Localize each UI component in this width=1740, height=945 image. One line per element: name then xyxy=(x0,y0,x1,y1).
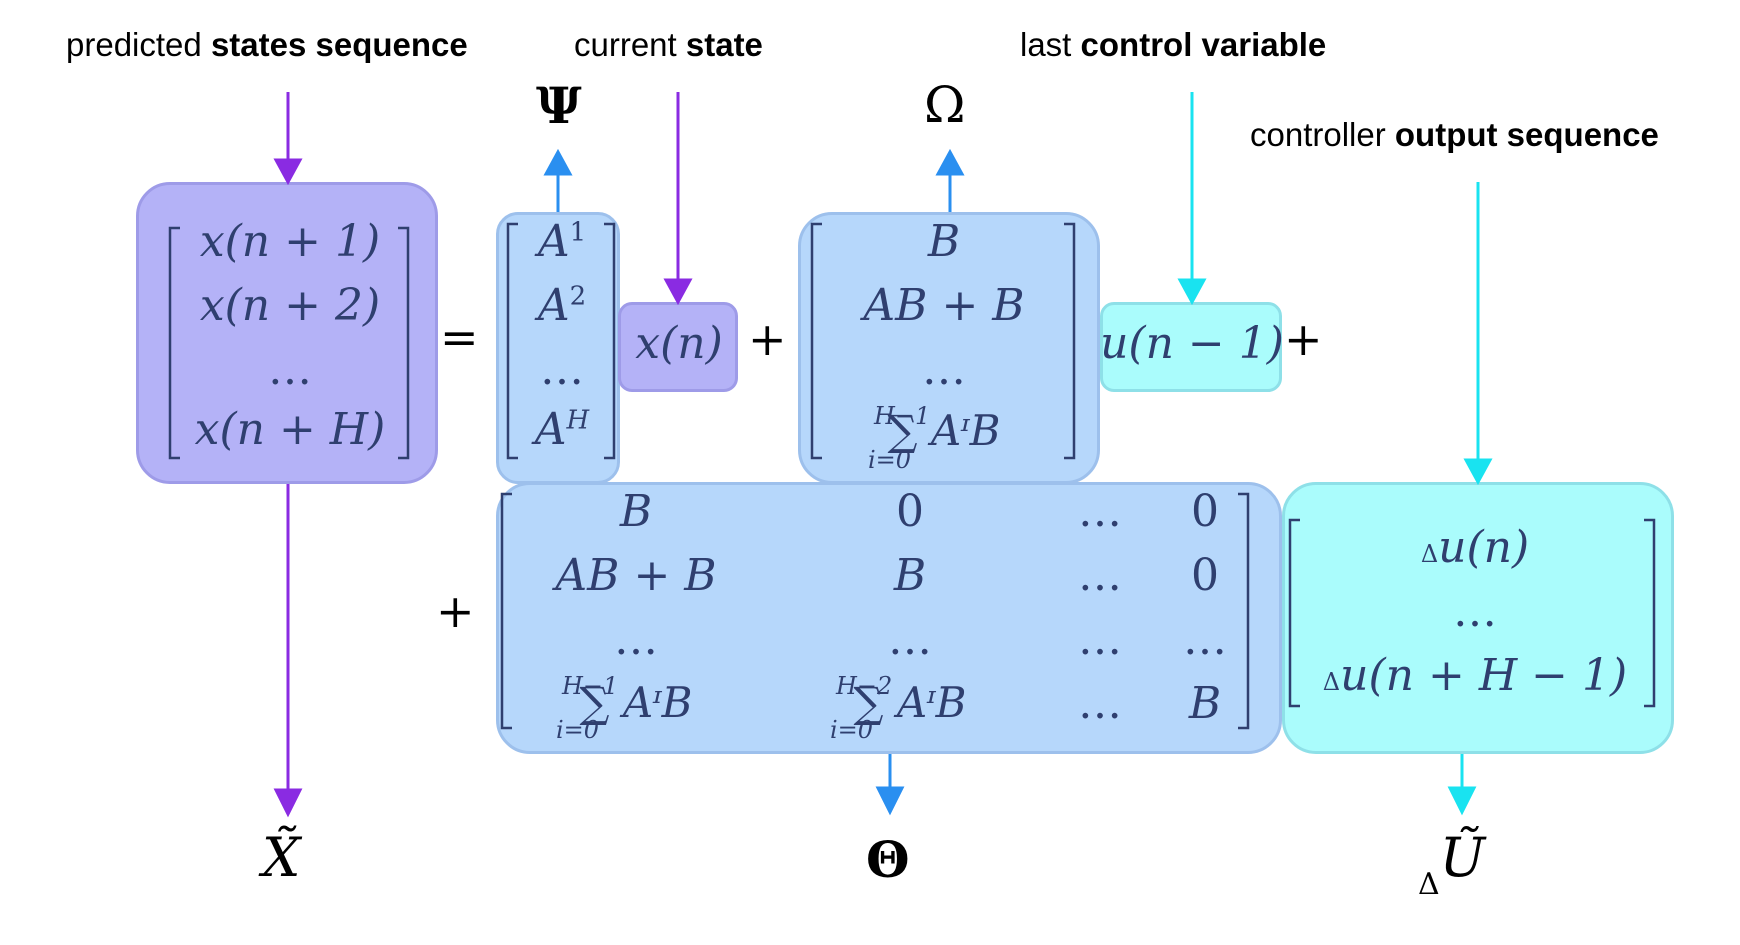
du-entry-1: Δu(n) xyxy=(1300,522,1650,573)
psi-left-bracket xyxy=(506,222,518,460)
current-label-prefix: current xyxy=(574,26,686,63)
theta-r3-c2: … xyxy=(888,614,932,665)
omega-right-bracket xyxy=(1064,222,1076,460)
predicted-label-bold: states sequence xyxy=(210,26,468,63)
theta-sum1-lower: i=0 xyxy=(556,716,600,744)
u-prev-box xyxy=(1100,302,1282,392)
theta-sum2-upper: H−2 xyxy=(836,672,893,700)
theta-r1-c3: … xyxy=(1078,486,1122,537)
du-right-bracket xyxy=(1644,518,1656,708)
theta-r4-c1: ∑ AᶦB xyxy=(579,678,693,727)
x-vector-box xyxy=(136,182,438,484)
theta-r4-c3: … xyxy=(1078,678,1122,729)
psi-entry-3: … xyxy=(540,344,584,395)
psi-entry-2-base: A xyxy=(537,280,570,331)
theta-box xyxy=(496,482,1282,754)
omega-entry-2: AB + B xyxy=(863,280,1025,331)
psi-entry-4-exp: H xyxy=(566,405,590,436)
arrow-omega-head xyxy=(935,148,965,176)
psi-entry-1: A1 xyxy=(516,216,608,267)
arrow-psi-head xyxy=(543,148,573,176)
xn-box xyxy=(618,302,738,392)
du-entry-1-prefix: Δ xyxy=(1420,540,1439,568)
theta-r2-c4: 0 xyxy=(1191,550,1219,601)
du-entry-3: Δu(n + H − 1) xyxy=(1300,650,1650,701)
arrow-last-control-head xyxy=(1177,278,1207,306)
arrow-predicted-down-head xyxy=(273,158,303,186)
theta-r1-c2: 0 xyxy=(896,486,924,537)
x-vector-entry-4: x(n + H) xyxy=(194,404,386,455)
delta-u-tilde-sub: Δ xyxy=(1418,867,1440,902)
du-entry-3-prefix: Δ xyxy=(1322,668,1341,696)
du-left-bracket xyxy=(1288,518,1300,708)
omega-left-bracket xyxy=(810,222,822,460)
predicted-states-label: predicted states sequence xyxy=(66,26,468,64)
x-vector-right-bracket xyxy=(398,226,410,460)
arrow-controller-head xyxy=(1463,458,1493,486)
omega-sum-lower: i=0 xyxy=(868,446,912,474)
omega-symbol: Ω xyxy=(924,76,966,134)
controller-label-bold: output sequence xyxy=(1394,116,1659,153)
current-state-label: current state xyxy=(574,26,763,64)
x-vector-entry-3: … xyxy=(268,344,312,395)
current-label-bold: state xyxy=(685,26,763,63)
plus-sign-2: + xyxy=(1284,312,1323,366)
u-prev-term: u(n − 1) xyxy=(1100,318,1284,369)
theta-r3-c1: … xyxy=(614,614,658,665)
omega-entry-1: B xyxy=(927,216,961,267)
arrow-current-state-head xyxy=(663,278,693,306)
theta-sum1-upper: H−1 xyxy=(562,672,619,700)
plus-sign-1: + xyxy=(748,312,787,366)
du-box xyxy=(1282,482,1674,754)
plus-sign-3: + xyxy=(436,584,475,638)
equals-sign: = xyxy=(440,310,479,364)
theta-r1-c4: 0 xyxy=(1191,486,1219,537)
psi-right-bracket xyxy=(604,222,616,460)
du-entry-1-value: u(n) xyxy=(1438,522,1530,573)
psi-entry-2-exp: 2 xyxy=(569,281,587,312)
du-entry-3-value: u(n + H − 1) xyxy=(1340,650,1628,701)
omega-entry-4: ∑ AᶦB xyxy=(887,406,1001,455)
theta-right-bracket xyxy=(1238,492,1250,730)
theta-r2-c2: B xyxy=(893,550,927,601)
theta-left-bracket xyxy=(500,492,512,730)
psi-box xyxy=(496,212,620,484)
theta-r1-c1: B xyxy=(619,486,653,537)
controller-label-prefix: controller xyxy=(1250,116,1395,153)
controller-output-label: controller output sequence xyxy=(1250,116,1659,154)
theta-r3-c3: … xyxy=(1078,614,1122,665)
last-label-prefix: last xyxy=(1020,26,1081,63)
omega-entry-3: … xyxy=(922,344,966,395)
predicted-label-prefix: predicted xyxy=(66,26,211,63)
arrow-theta-head xyxy=(875,786,905,816)
psi-entry-1-base: A xyxy=(537,216,570,267)
arrow-du-tilde-head xyxy=(1447,786,1477,816)
x-vector-entry-1: x(n + 1) xyxy=(199,216,381,267)
psi-entry-1-exp: 1 xyxy=(569,217,587,248)
theta-symbol: Θ xyxy=(866,830,910,889)
theta-r2-c1: AB + B xyxy=(555,550,717,601)
psi-symbol: Ψ xyxy=(536,76,582,135)
theta-r3-c4: … xyxy=(1183,614,1227,665)
omega-sum-upper: H−1 xyxy=(874,402,931,430)
arrow-x-tilde-head xyxy=(273,788,303,818)
x-vector-entry-2: x(n + 2) xyxy=(199,280,381,331)
x-vector-left-bracket xyxy=(168,226,180,460)
theta-r4-c2: ∑ AᶦB xyxy=(853,678,967,727)
du-entry-2: … xyxy=(1453,586,1497,637)
psi-entry-4-base: A xyxy=(534,404,567,455)
psi-entry-2: A2 xyxy=(516,280,608,331)
xn-term: x(n) xyxy=(635,318,723,369)
delta-u-tilde-symbol: ΔŨ xyxy=(1418,826,1485,902)
last-control-label: last control variable xyxy=(1020,26,1326,64)
last-label-bold: control variable xyxy=(1080,26,1327,63)
x-tilde-symbol: X̃ xyxy=(262,826,301,889)
delta-u-tilde-main: Ũ xyxy=(1439,826,1486,889)
theta-r2-c3: … xyxy=(1078,550,1122,601)
theta-r4-c4: B xyxy=(1188,678,1222,729)
psi-entry-4: AH xyxy=(516,404,608,455)
theta-sum2-lower: i=0 xyxy=(830,716,874,744)
